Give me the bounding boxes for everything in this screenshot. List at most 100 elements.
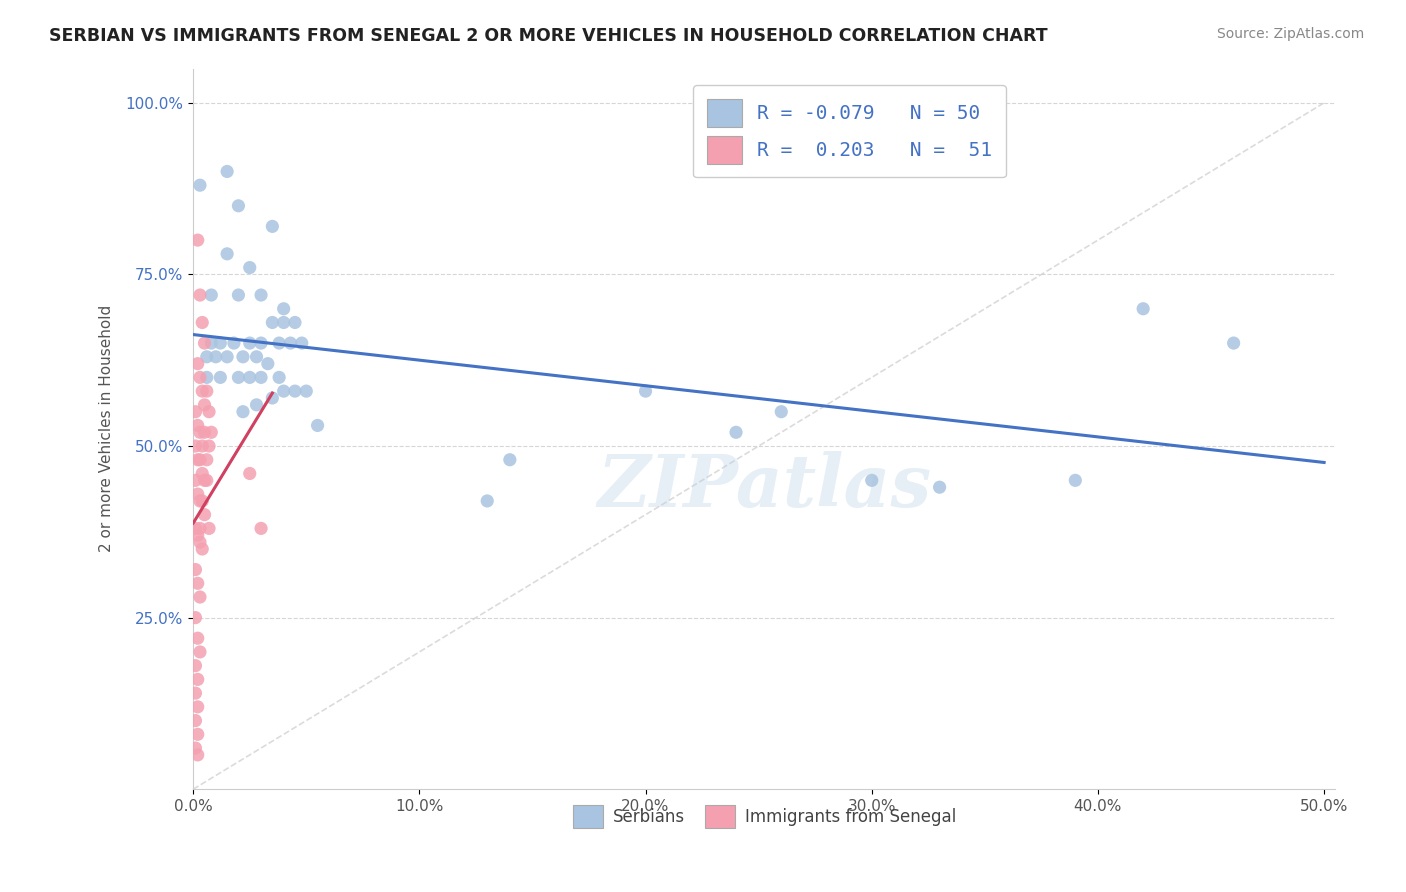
Point bbox=[187, 673, 209, 687]
Point bbox=[195, 384, 218, 398]
Point bbox=[770, 405, 793, 419]
Point bbox=[860, 474, 883, 488]
Point bbox=[250, 336, 273, 351]
Point bbox=[191, 439, 214, 453]
Point bbox=[200, 288, 222, 302]
Point bbox=[188, 590, 211, 604]
Point bbox=[184, 610, 207, 624]
Point bbox=[239, 336, 262, 351]
Point bbox=[188, 645, 211, 659]
Point bbox=[198, 521, 221, 535]
Point bbox=[184, 563, 207, 577]
Point bbox=[188, 370, 211, 384]
Point bbox=[191, 494, 214, 508]
Point bbox=[634, 384, 657, 398]
Point bbox=[187, 699, 209, 714]
Point bbox=[193, 336, 215, 351]
Point bbox=[245, 398, 267, 412]
Point bbox=[239, 260, 262, 275]
Point bbox=[195, 474, 218, 488]
Point bbox=[228, 288, 250, 302]
Point bbox=[1222, 336, 1244, 351]
Point bbox=[184, 474, 207, 488]
Point bbox=[291, 336, 314, 351]
Point bbox=[239, 467, 262, 481]
Point bbox=[928, 480, 950, 494]
Point bbox=[188, 452, 211, 467]
Point bbox=[187, 418, 209, 433]
Point bbox=[256, 357, 278, 371]
Point bbox=[187, 233, 209, 247]
Point bbox=[250, 370, 273, 384]
Point bbox=[188, 535, 211, 549]
Point bbox=[209, 336, 232, 351]
Point bbox=[188, 288, 211, 302]
Point bbox=[187, 576, 209, 591]
Point bbox=[193, 474, 215, 488]
Point bbox=[222, 336, 245, 351]
Point bbox=[188, 425, 211, 440]
Point bbox=[187, 528, 209, 542]
Point bbox=[188, 521, 211, 535]
Point bbox=[184, 658, 207, 673]
Point bbox=[191, 541, 214, 556]
Point bbox=[239, 370, 262, 384]
Point bbox=[269, 370, 291, 384]
Text: SERBIAN VS IMMIGRANTS FROM SENEGAL 2 OR MORE VEHICLES IN HOUSEHOLD CORRELATION C: SERBIAN VS IMMIGRANTS FROM SENEGAL 2 OR … bbox=[49, 27, 1047, 45]
Text: Source: ZipAtlas.com: Source: ZipAtlas.com bbox=[1216, 27, 1364, 41]
Point bbox=[217, 247, 239, 261]
Point bbox=[187, 631, 209, 645]
Point bbox=[245, 350, 267, 364]
Point bbox=[232, 405, 254, 419]
Point bbox=[193, 425, 215, 440]
Point bbox=[250, 521, 273, 535]
Point bbox=[228, 370, 250, 384]
Point bbox=[209, 370, 232, 384]
Point bbox=[204, 350, 226, 364]
Point bbox=[184, 741, 207, 756]
Point bbox=[187, 747, 209, 762]
Point bbox=[184, 405, 207, 419]
Text: ZIPatlas: ZIPatlas bbox=[598, 451, 931, 522]
Point bbox=[191, 316, 214, 330]
Point bbox=[499, 452, 522, 467]
Point bbox=[232, 350, 254, 364]
Point bbox=[200, 425, 222, 440]
Point bbox=[1064, 474, 1087, 488]
Point bbox=[295, 384, 318, 398]
Point bbox=[262, 391, 284, 405]
Point bbox=[191, 467, 214, 481]
Point bbox=[307, 418, 329, 433]
Point bbox=[273, 301, 295, 316]
Point bbox=[184, 439, 207, 453]
Point bbox=[228, 199, 250, 213]
Point bbox=[724, 425, 747, 440]
Point bbox=[198, 439, 221, 453]
Point bbox=[193, 508, 215, 522]
Point bbox=[273, 384, 295, 398]
Point bbox=[184, 714, 207, 728]
Point bbox=[188, 494, 211, 508]
Point bbox=[187, 357, 209, 371]
Point bbox=[195, 370, 218, 384]
Point bbox=[1132, 301, 1154, 316]
Point bbox=[187, 487, 209, 501]
Point bbox=[198, 405, 221, 419]
Point bbox=[269, 336, 291, 351]
Point bbox=[477, 494, 499, 508]
Point bbox=[187, 452, 209, 467]
Point bbox=[184, 686, 207, 700]
Point bbox=[262, 316, 284, 330]
Y-axis label: 2 or more Vehicles in Household: 2 or more Vehicles in Household bbox=[100, 305, 114, 552]
Point bbox=[195, 350, 218, 364]
Point bbox=[217, 164, 239, 178]
Point bbox=[280, 336, 302, 351]
Point bbox=[284, 316, 307, 330]
Legend: Serbians, Immigrants from Senegal: Serbians, Immigrants from Senegal bbox=[567, 798, 963, 835]
Point bbox=[188, 178, 211, 193]
Point bbox=[284, 384, 307, 398]
Point bbox=[195, 452, 218, 467]
Point bbox=[187, 727, 209, 741]
Point bbox=[250, 288, 273, 302]
Point bbox=[262, 219, 284, 234]
